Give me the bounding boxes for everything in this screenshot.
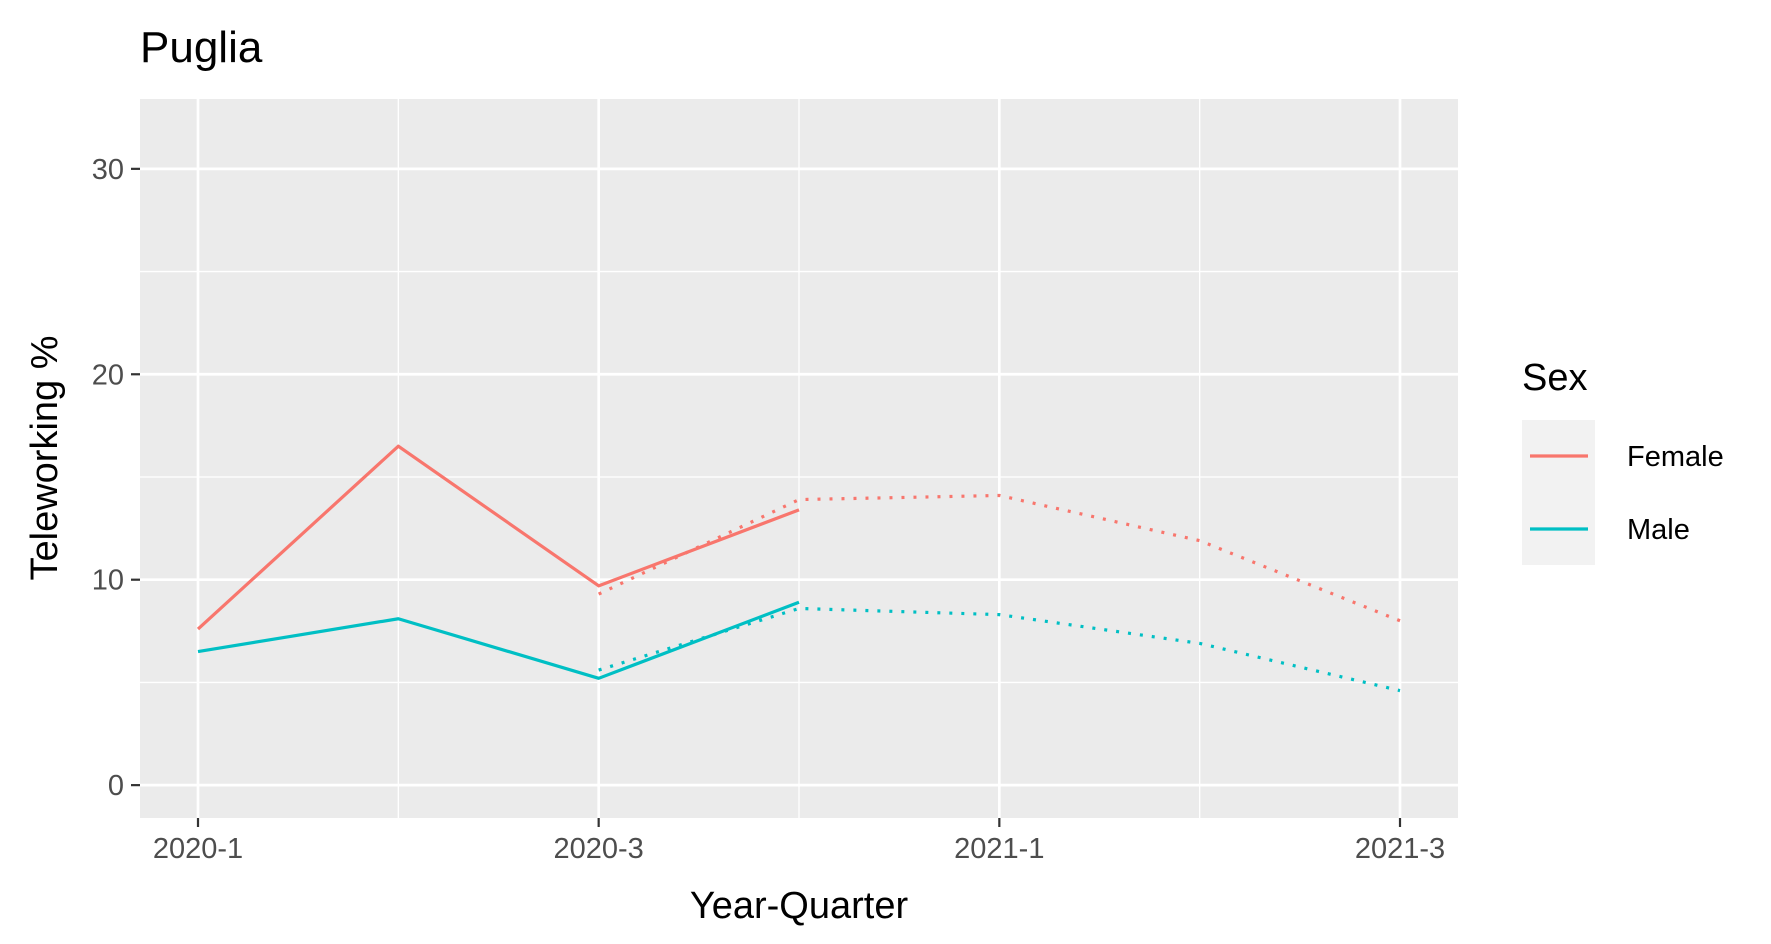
y-axis: 0 10 20 30: [92, 154, 140, 802]
series-line-male-forecast: [598, 606, 1401, 693]
x-axis: 2020-1 2020-3 2021-1 2021-3: [153, 818, 1445, 865]
x-tick-label: 2020-1: [153, 833, 243, 865]
series-layer: [196, 444, 1401, 693]
legend-label-female: Female: [1627, 441, 1724, 473]
y-tick-label: 30: [92, 154, 124, 186]
y-axis-title: Teleworking %: [24, 336, 66, 581]
legend-keys-background: [1522, 420, 1595, 565]
y-tick-label: 0: [108, 770, 124, 802]
major-gridlines: [140, 99, 1458, 818]
y-tick-label: 20: [92, 359, 124, 391]
legend-title: Sex: [1522, 357, 1587, 399]
series-line-female-forecast: [597, 493, 1401, 623]
legend-label-male: Male: [1627, 514, 1690, 546]
y-tick-label: 10: [92, 565, 124, 597]
x-axis-title: Year-Quarter: [690, 885, 909, 927]
minor-gridlines: [140, 99, 1458, 818]
x-tick-label: 2021-3: [1355, 833, 1445, 865]
legend: Sex Female Male: [1522, 357, 1724, 565]
x-tick-label: 2020-3: [554, 833, 644, 865]
x-tick-label: 2021-1: [954, 833, 1044, 865]
chart-title: Puglia: [140, 23, 263, 72]
series-line-male-observed: [197, 600, 800, 680]
